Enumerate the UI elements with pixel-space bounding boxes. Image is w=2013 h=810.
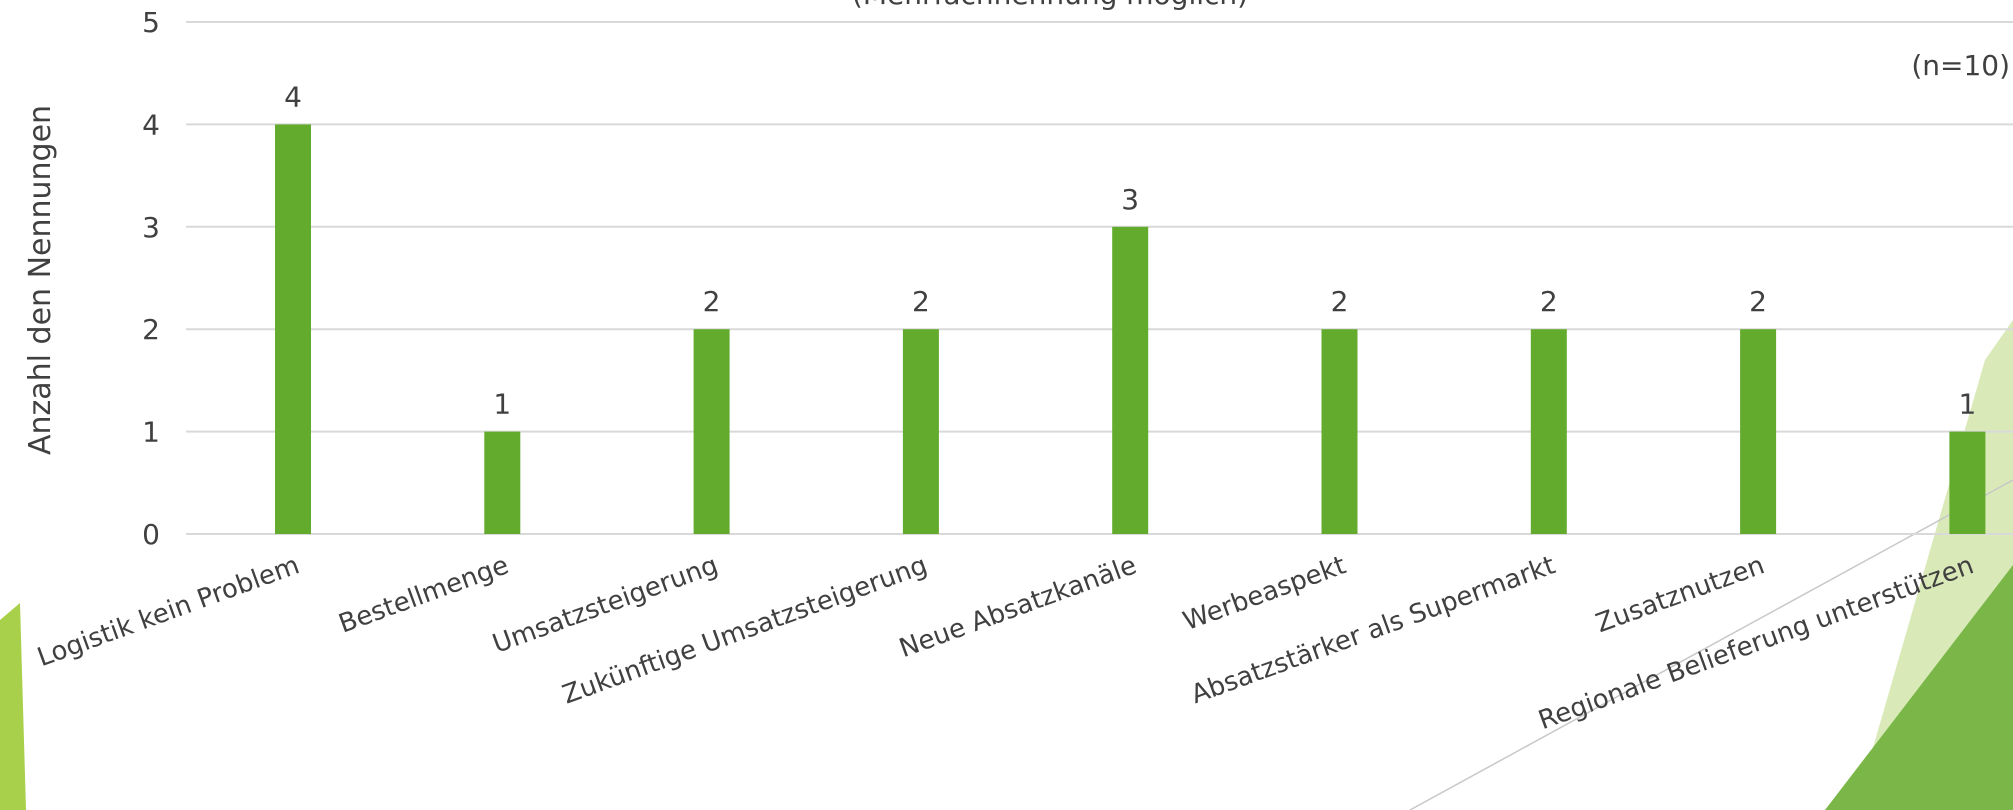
x-tick-label: Bestellmenge <box>335 550 513 639</box>
data-label: 2 <box>912 285 930 318</box>
bar <box>1112 226 1149 535</box>
x-tick-label: Neue Absatzkanäle <box>895 550 1140 664</box>
y-tick-label: 2 <box>142 313 160 346</box>
x-tick-label: Zusatznutzen <box>1592 550 1768 639</box>
y-tick-label: 1 <box>142 416 160 449</box>
bar <box>1740 329 1777 534</box>
y-tick-label: 3 <box>142 211 160 244</box>
y-axis-label: Anzahl den Nennungen <box>23 105 58 455</box>
x-tick-label: Zukünftige Umsatzsteigerung <box>559 550 932 710</box>
x-tick-label: Werbeaspekt <box>1179 550 1350 637</box>
bar <box>1530 329 1567 534</box>
x-tick-label: Absatzstärker als Supermarkt <box>1187 550 1559 710</box>
annotation: (n=10) <box>1911 49 2010 82</box>
data-label: 2 <box>1331 285 1349 318</box>
y-tick-label: 5 <box>142 6 160 39</box>
data-label: 2 <box>703 285 721 318</box>
data-label: 4 <box>284 80 302 113</box>
decor <box>0 603 26 810</box>
y-tick-label: 4 <box>142 108 160 141</box>
data-label: 2 <box>1749 285 1767 318</box>
data-label: 3 <box>1121 183 1139 216</box>
decor <box>1825 565 2013 810</box>
bar <box>1949 431 1986 534</box>
y-tick-label: 0 <box>142 518 160 551</box>
bar <box>484 431 521 534</box>
data-label: 1 <box>1958 388 1976 421</box>
chart-subtitle: (Mehrfachnennung möglich) <box>852 0 1248 11</box>
bar <box>275 124 311 535</box>
bar <box>693 329 730 534</box>
x-tick-label: Logistik kein Problem <box>33 550 303 673</box>
data-label: 2 <box>1540 285 1558 318</box>
bar <box>902 329 939 534</box>
bar <box>1321 329 1358 534</box>
data-label: 1 <box>493 388 511 421</box>
